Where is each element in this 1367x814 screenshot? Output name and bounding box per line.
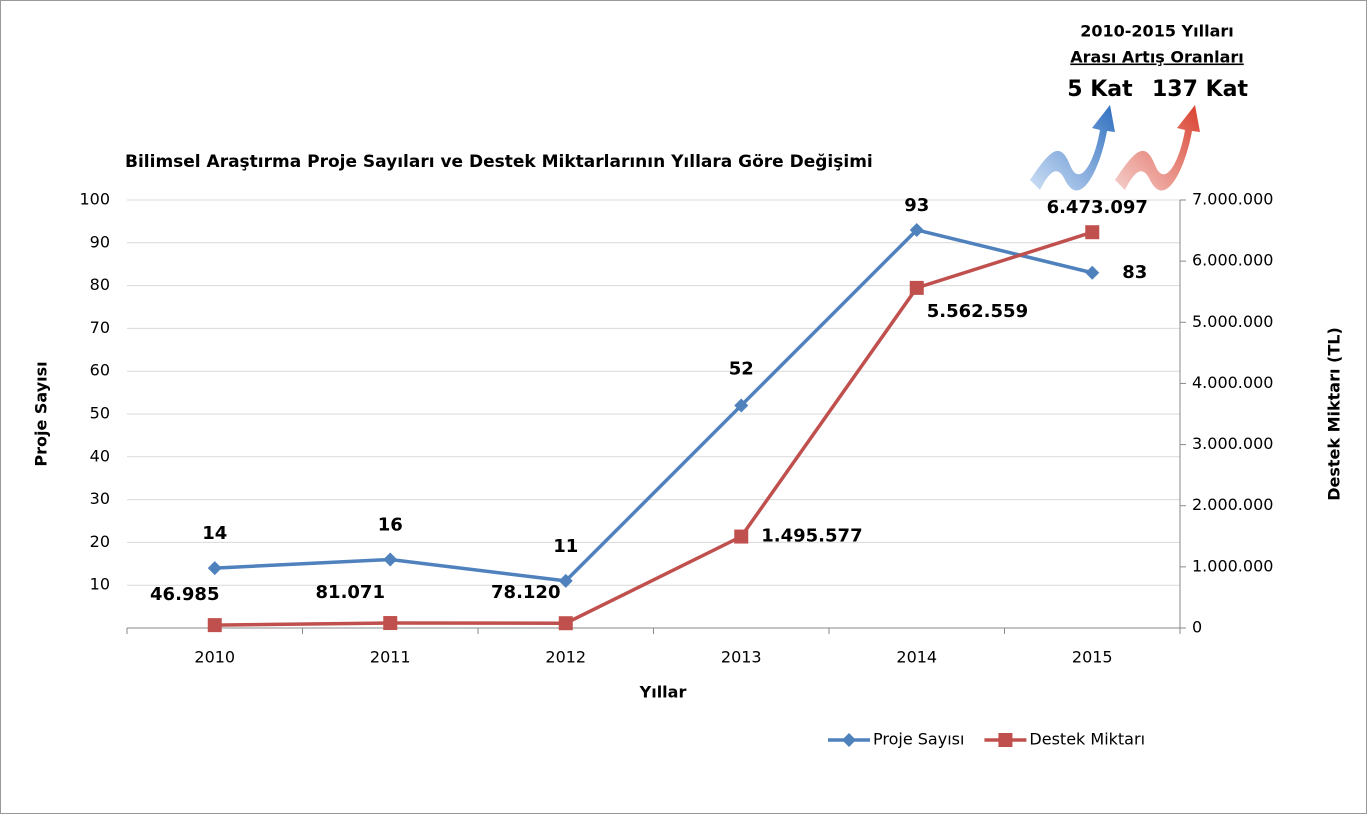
y-tick-label: 50 [90,404,110,423]
y2-tick-label: 7.000.000 [1192,190,1273,209]
marker [998,733,1012,747]
marker [383,616,397,630]
y2-tick-label: 1.000.000 [1192,556,1273,575]
y2-tick-label: 0 [1192,618,1202,637]
marker [910,281,924,295]
data-label: 6.473.097 [1047,197,1148,218]
y2-tick-label: 6.000.000 [1192,251,1273,270]
y-tick-label: 100 [79,190,110,209]
annotation-title: 2010-2015 Yılları [1080,22,1233,41]
y-axis-title: Proje Sayısı [32,361,51,466]
x-tick-label: 2011 [370,648,411,667]
y-tick-label: 90 [90,232,110,251]
y-tick-label: 30 [90,489,110,508]
legend-label: Destek Miktarı [1029,730,1145,749]
marker [734,530,748,544]
data-label: 16 [378,515,403,536]
y2-tick-label: 2.000.000 [1192,495,1273,514]
x-tick-label: 2013 [721,648,762,667]
data-label: 78.120 [491,582,560,603]
x-tick-label: 2010 [194,648,235,667]
x-tick-label: 2012 [545,648,586,667]
chart-title: Bilimsel Araştırma Proje Sayıları ve Des… [125,152,873,172]
chart: 2010-2015 Yılları Arası Artış Oranları 5… [0,0,1367,814]
data-label: 81.071 [316,582,385,603]
data-label: 5.562.559 [927,301,1028,322]
y-tick-label: 80 [90,275,110,294]
y2-axis-title: Destek Miktarı (TL) [1325,327,1344,501]
y-tick-label: 70 [90,318,110,337]
y2-tick-label: 5.000.000 [1192,312,1273,331]
data-label: 11 [553,536,578,557]
x-axis-title: Yıllar [639,683,687,702]
data-label: 93 [904,195,929,216]
x-tick-label: 2015 [1072,648,1113,667]
data-label: 1.495.577 [761,526,862,547]
annotation-label: 5 Kat [1067,77,1133,102]
data-label: 14 [202,523,227,544]
data-label: 46.985 [150,584,219,605]
marker [1085,225,1099,239]
y-tick-label: 20 [90,532,110,551]
annotation-label: 137 Kat [1152,77,1248,102]
y-tick-label: 10 [90,575,110,594]
legend-label: Proje Sayısı [873,730,964,749]
annotation-subtitle: Arası Artış Oranları [1070,48,1243,67]
marker [559,616,573,630]
y-tick-label: 60 [90,361,110,380]
y-tick-label: 40 [90,446,110,465]
marker [208,618,222,632]
y2-tick-label: 4.000.000 [1192,373,1273,392]
y2-tick-label: 3.000.000 [1192,434,1273,453]
x-tick-label: 2014 [896,648,937,667]
data-label: 83 [1122,262,1147,283]
data-label: 52 [729,358,754,379]
